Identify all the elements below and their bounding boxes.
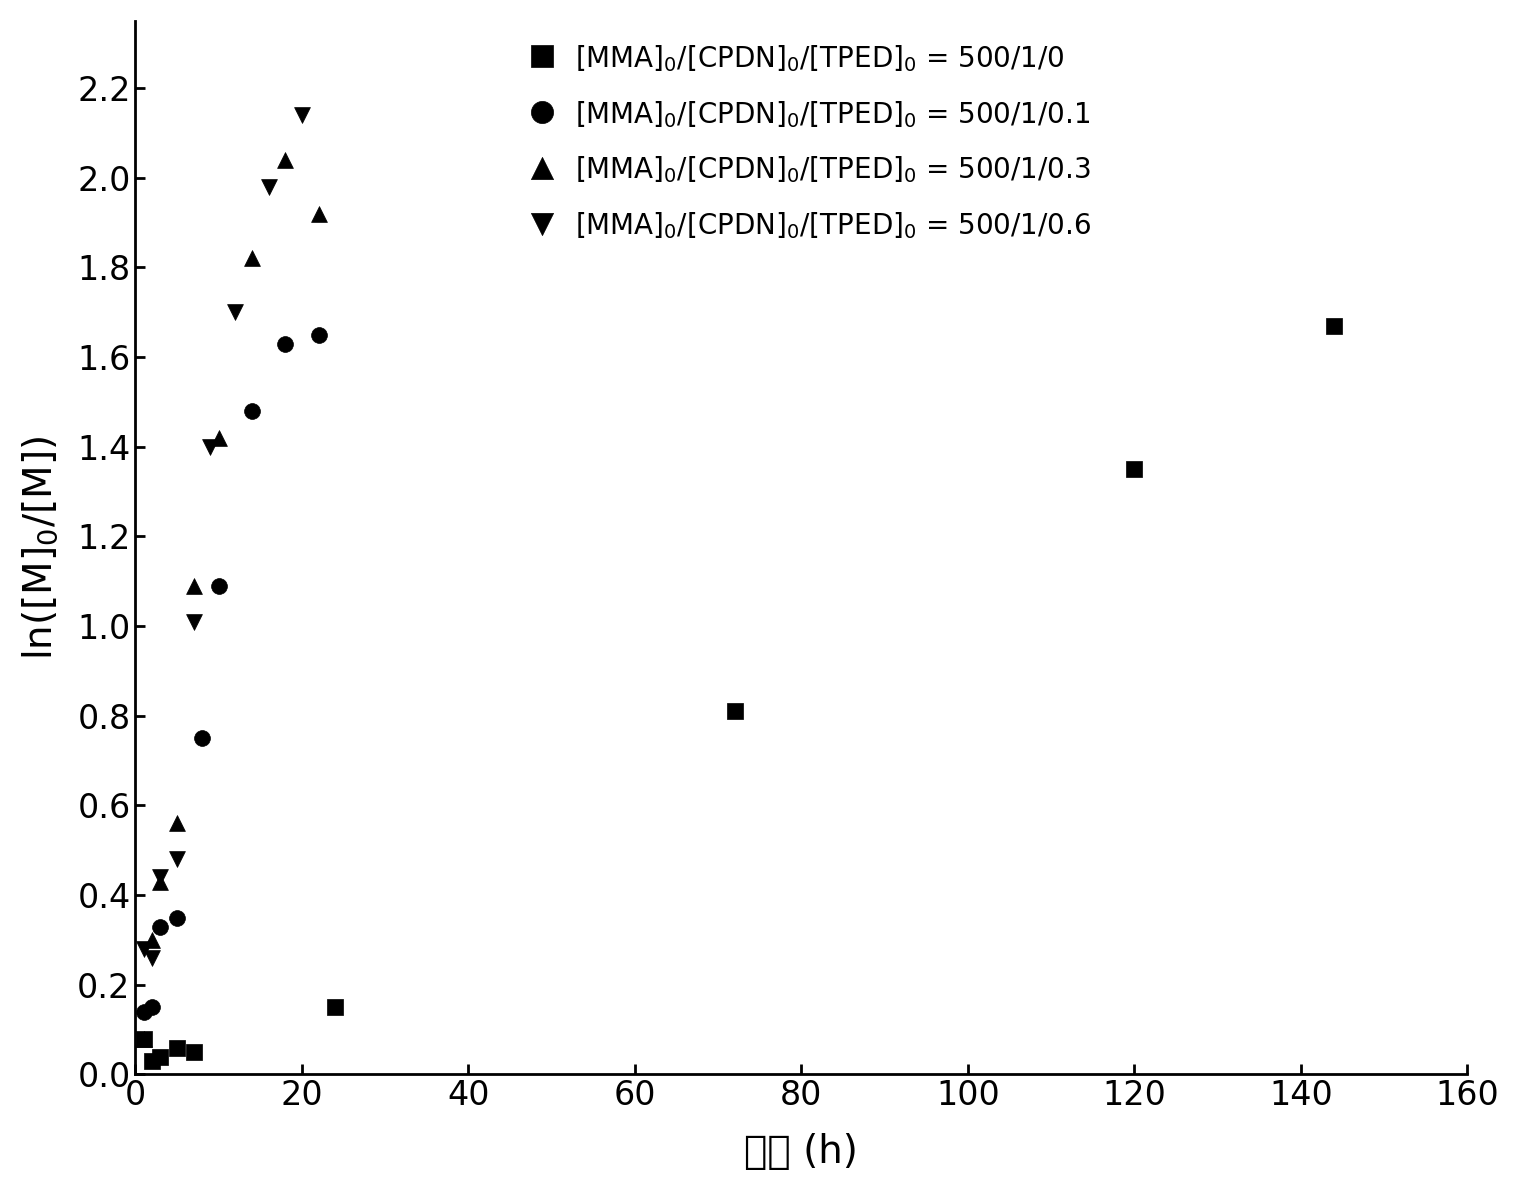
[MMA]$_0$/[CPDN]$_0$/[TPED]$_0$ = 500/1/0.3 <box>166 814 190 833</box>
[MMA]$_0$/[CPDN]$_0$/[TPED]$_0$ = 500/1/0.6 <box>166 850 190 869</box>
[MMA]$_0$/[CPDN]$_0$/[TPED]$_0$ = 500/1/0.6 <box>181 613 205 632</box>
[MMA]$_0$/[CPDN]$_0$/[TPED]$_0$ = 500/1/0 <box>722 702 746 721</box>
[MMA]$_0$/[CPDN]$_0$/[TPED]$_0$ = 500/1/0.1 <box>240 402 264 421</box>
[MMA]$_0$/[CPDN]$_0$/[TPED]$_0$ = 500/1/0.3 <box>240 249 264 268</box>
[MMA]$_0$/[CPDN]$_0$/[TPED]$_0$ = 500/1/0.1 <box>132 1002 157 1022</box>
[MMA]$_0$/[CPDN]$_0$/[TPED]$_0$ = 500/1/0.3 <box>149 873 173 892</box>
[MMA]$_0$/[CPDN]$_0$/[TPED]$_0$ = 500/1/0.3 <box>207 428 231 447</box>
[MMA]$_0$/[CPDN]$_0$/[TPED]$_0$ = 500/1/0.6 <box>290 105 315 124</box>
[MMA]$_0$/[CPDN]$_0$/[TPED]$_0$ = 500/1/0 <box>1322 316 1347 335</box>
[MMA]$_0$/[CPDN]$_0$/[TPED]$_0$ = 500/1/0.6 <box>257 178 281 197</box>
[MMA]$_0$/[CPDN]$_0$/[TPED]$_0$ = 500/1/0.1 <box>207 576 231 595</box>
X-axis label: 时间 (h): 时间 (h) <box>745 1134 859 1172</box>
[MMA]$_0$/[CPDN]$_0$/[TPED]$_0$ = 500/1/0 <box>149 1047 173 1066</box>
[MMA]$_0$/[CPDN]$_0$/[TPED]$_0$ = 500/1/0 <box>324 998 348 1017</box>
[MMA]$_0$/[CPDN]$_0$/[TPED]$_0$ = 500/1/0.6 <box>223 303 248 322</box>
[MMA]$_0$/[CPDN]$_0$/[TPED]$_0$ = 500/1/0 <box>132 1029 157 1048</box>
[MMA]$_0$/[CPDN]$_0$/[TPED]$_0$ = 500/1/0.1 <box>140 998 164 1017</box>
[MMA]$_0$/[CPDN]$_0$/[TPED]$_0$ = 500/1/0.6 <box>198 437 222 457</box>
[MMA]$_0$/[CPDN]$_0$/[TPED]$_0$ = 500/1/0 <box>166 1038 190 1057</box>
[MMA]$_0$/[CPDN]$_0$/[TPED]$_0$ = 500/1/0 <box>140 1051 164 1070</box>
[MMA]$_0$/[CPDN]$_0$/[TPED]$_0$ = 500/1/0.6 <box>149 868 173 887</box>
[MMA]$_0$/[CPDN]$_0$/[TPED]$_0$ = 500/1/0.3 <box>132 1029 157 1048</box>
[MMA]$_0$/[CPDN]$_0$/[TPED]$_0$ = 500/1/0.3 <box>274 150 298 169</box>
[MMA]$_0$/[CPDN]$_0$/[TPED]$_0$ = 500/1/0.1 <box>166 908 190 927</box>
[MMA]$_0$/[CPDN]$_0$/[TPED]$_0$ = 500/1/0.6 <box>132 939 157 958</box>
[MMA]$_0$/[CPDN]$_0$/[TPED]$_0$ = 500/1/0 <box>181 1043 205 1062</box>
[MMA]$_0$/[CPDN]$_0$/[TPED]$_0$ = 500/1/0.3 <box>307 204 331 223</box>
[MMA]$_0$/[CPDN]$_0$/[TPED]$_0$ = 500/1/0.3 <box>140 931 164 950</box>
[MMA]$_0$/[CPDN]$_0$/[TPED]$_0$ = 500/1/0.1 <box>274 334 298 353</box>
[MMA]$_0$/[CPDN]$_0$/[TPED]$_0$ = 500/1/0 <box>1122 460 1146 479</box>
[MMA]$_0$/[CPDN]$_0$/[TPED]$_0$ = 500/1/0.1 <box>307 325 331 344</box>
[MMA]$_0$/[CPDN]$_0$/[TPED]$_0$ = 500/1/0.6 <box>140 949 164 968</box>
[MMA]$_0$/[CPDN]$_0$/[TPED]$_0$ = 500/1/0.1 <box>190 728 214 747</box>
[MMA]$_0$/[CPDN]$_0$/[TPED]$_0$ = 500/1/0.1 <box>149 917 173 936</box>
[MMA]$_0$/[CPDN]$_0$/[TPED]$_0$ = 500/1/0.3 <box>181 576 205 595</box>
Legend: [MMA]$_0$/[CPDN]$_0$/[TPED]$_0$ = 500/1/0, [MMA]$_0$/[CPDN]$_0$/[TPED]$_0$ = 500: [MMA]$_0$/[CPDN]$_0$/[TPED]$_0$ = 500/1/… <box>523 35 1099 249</box>
Y-axis label: ln([M]$_0$/[M]): ln([M]$_0$/[M]) <box>21 435 61 659</box>
